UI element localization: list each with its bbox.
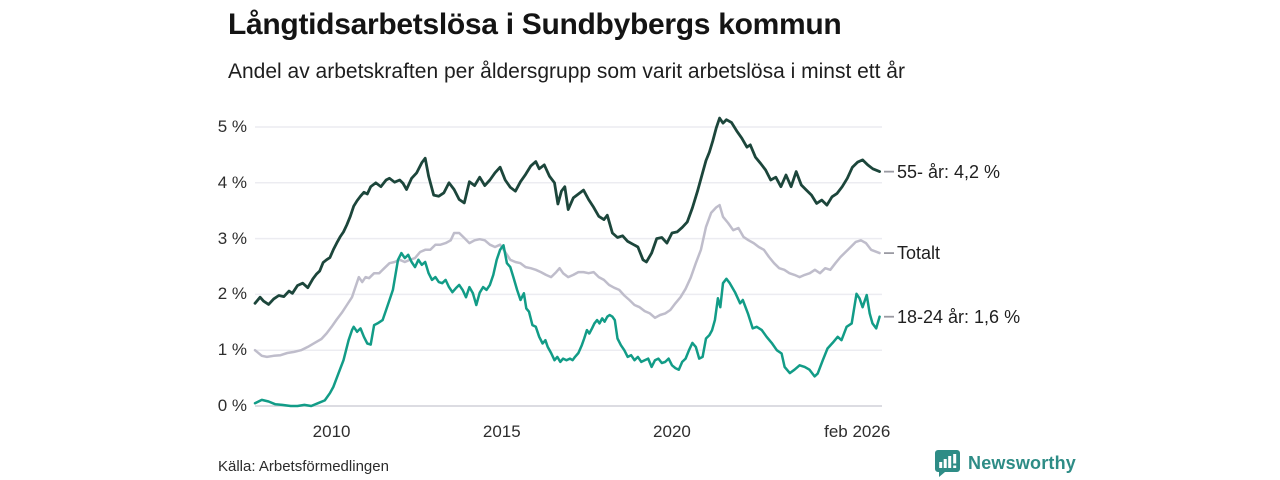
brand-name: Newsworthy [968,452,1077,473]
series-line-totalt [253,203,881,359]
series-label-55: 55- år: 4,2 % [897,161,1001,182]
y-axis-label: 4 % [217,172,247,192]
newsworthy-logo[interactable]: Newsworthy [934,449,1076,477]
series-label-18-24: 18-24 år: 1,6 % [897,306,1021,327]
y-axis-label: 1 % [217,340,247,360]
page-title: Långtidsarbetslösa i Sundbybergs kommun [228,8,842,41]
x-axis-label: 2015 [482,422,521,441]
page-subtitle: Andel av arbetskraften per åldersgrupp s… [228,60,905,83]
x-axis-label: 2020 [653,422,691,441]
y-axis-label: 3 % [217,228,247,248]
series-line-55-r [253,116,881,306]
series-label-total: Totalt [897,243,941,264]
series-line-18-24-r [253,244,881,408]
y-axis-label: 2 % [217,284,247,304]
y-axis-label: 0 % [217,396,247,415]
source-note: Källa: Arbetsförmedlingen [218,458,389,475]
y-axis-label: 5 % [217,117,247,136]
x-axis-label: 2010 [312,422,351,441]
x-axis-label: feb 2026 [824,422,891,441]
newsworthy-bar-chart-icon [935,450,960,477]
